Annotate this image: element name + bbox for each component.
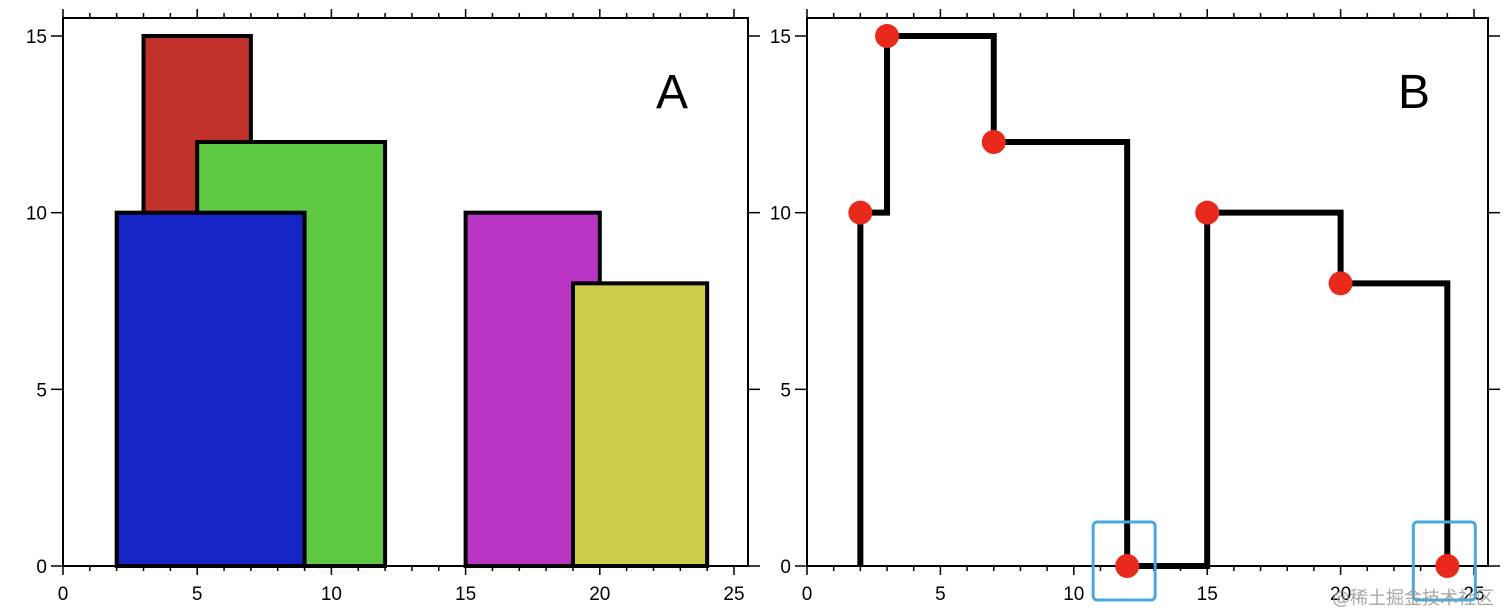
x-tick-label: 10 <box>1063 584 1084 605</box>
x-tick-label: 5 <box>192 584 203 605</box>
y-tick-label: 5 <box>780 380 791 401</box>
x-tick-label: 0 <box>58 584 69 605</box>
panel-a: 0 5 10 15 20 25 0 5 10 15 A <box>26 9 760 605</box>
x-tick-label: 10 <box>321 584 342 605</box>
x-tick-label: 20 <box>589 584 610 605</box>
x-tick-label: 20 <box>1330 584 1351 605</box>
key-point <box>848 200 873 225</box>
y-tick-label: 0 <box>780 557 791 578</box>
y-tick-label: 15 <box>26 27 47 48</box>
key-point <box>1195 200 1220 225</box>
highlight-box <box>1091 520 1157 602</box>
highlight-box <box>1411 520 1477 602</box>
key-point <box>981 130 1006 154</box>
panel-label: B <box>1398 66 1430 119</box>
plot-frame <box>62 17 749 567</box>
key-point <box>1435 554 1460 578</box>
y-tick-label: 0 <box>36 557 47 578</box>
panel-label: A <box>656 66 688 119</box>
x-tick-label: 5 <box>935 584 946 605</box>
skyline-line <box>857 33 1451 569</box>
watermark: @稀土掘金技术社区 <box>1332 588 1494 609</box>
y-tick-label: 10 <box>770 204 791 225</box>
x-tick-label: 0 <box>802 584 813 605</box>
key-point <box>1328 271 1353 296</box>
y-tick-label: 10 <box>26 204 47 225</box>
y-tick-label: 5 <box>36 380 47 401</box>
plot-frame <box>806 17 1489 567</box>
building-bar <box>114 210 307 569</box>
key-point <box>1115 554 1140 578</box>
x-tick-label: 15 <box>455 584 476 605</box>
x-tick-label: 15 <box>1197 584 1218 605</box>
key-point <box>875 24 900 48</box>
y-tick-label: 15 <box>770 27 791 48</box>
building-bar <box>570 281 710 568</box>
x-tick-label: 25 <box>723 584 744 605</box>
